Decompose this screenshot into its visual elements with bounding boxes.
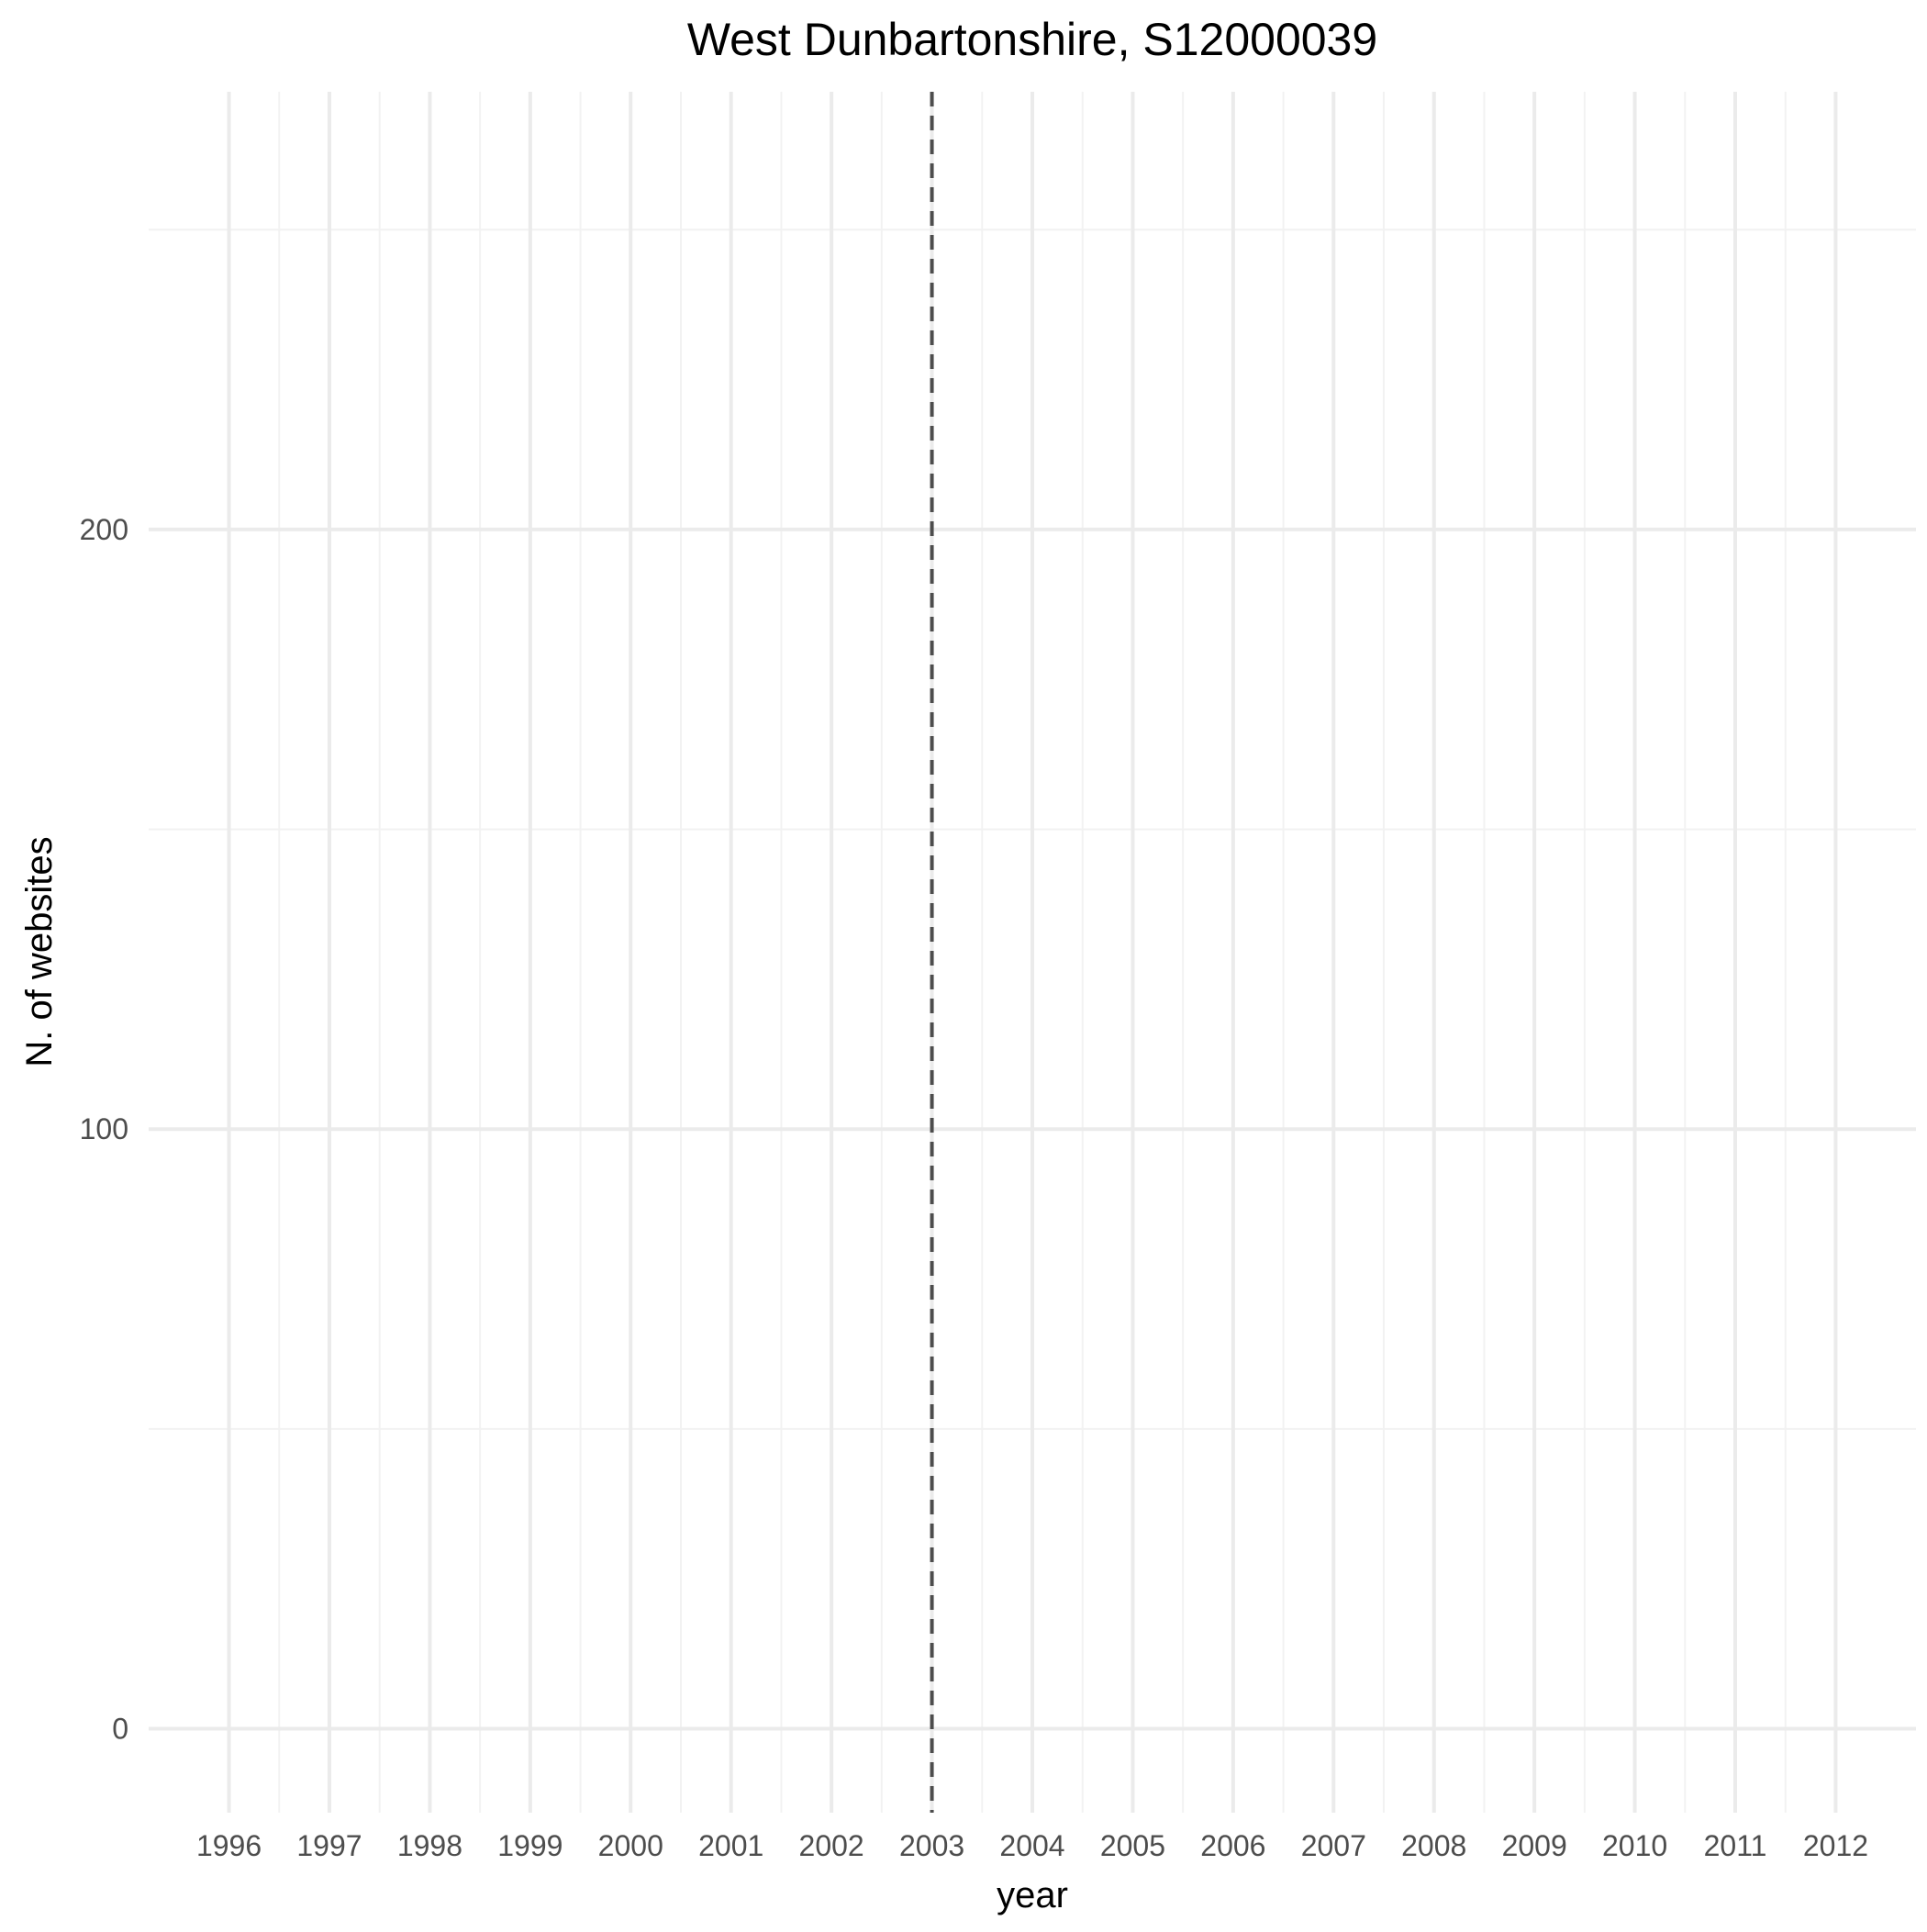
- x-tick-label: 2005: [1100, 1829, 1165, 1862]
- x-tick-label: 2010: [1602, 1829, 1667, 1862]
- y-tick-label: 0: [112, 1713, 128, 1746]
- x-tick-label: 1998: [397, 1829, 462, 1862]
- x-tick-label: 2001: [698, 1829, 763, 1862]
- x-tick-label: 2002: [799, 1829, 864, 1862]
- x-tick-label: 2003: [899, 1829, 964, 1862]
- x-tick-label: 2012: [1803, 1829, 1868, 1862]
- y-axis-title: N. of websites: [19, 836, 60, 1067]
- x-axis-title: year: [997, 1875, 1068, 1915]
- x-tick-label: 2006: [1200, 1829, 1265, 1862]
- x-tick-label: 2009: [1502, 1829, 1567, 1862]
- x-tick-label: 1999: [497, 1829, 563, 1862]
- x-tick-label: 2011: [1704, 1829, 1767, 1862]
- x-tick-label: 2007: [1301, 1829, 1366, 1862]
- chart-title: West Dunbartonshire, S12000039: [687, 14, 1377, 65]
- y-tick-label: 200: [80, 513, 128, 546]
- x-tick-label: 2008: [1401, 1829, 1466, 1862]
- x-tick-label: 2004: [999, 1829, 1064, 1862]
- x-tick-label: 1996: [196, 1829, 262, 1862]
- tick-labels: 1996 1997 1998 1999 2000 2001 2002 2003 2004 2005…: [80, 513, 1868, 1862]
- x-tick-label: 2000: [598, 1829, 663, 1862]
- y-tick-label: 100: [80, 1112, 128, 1145]
- x-tick-label: 1997: [296, 1829, 362, 1862]
